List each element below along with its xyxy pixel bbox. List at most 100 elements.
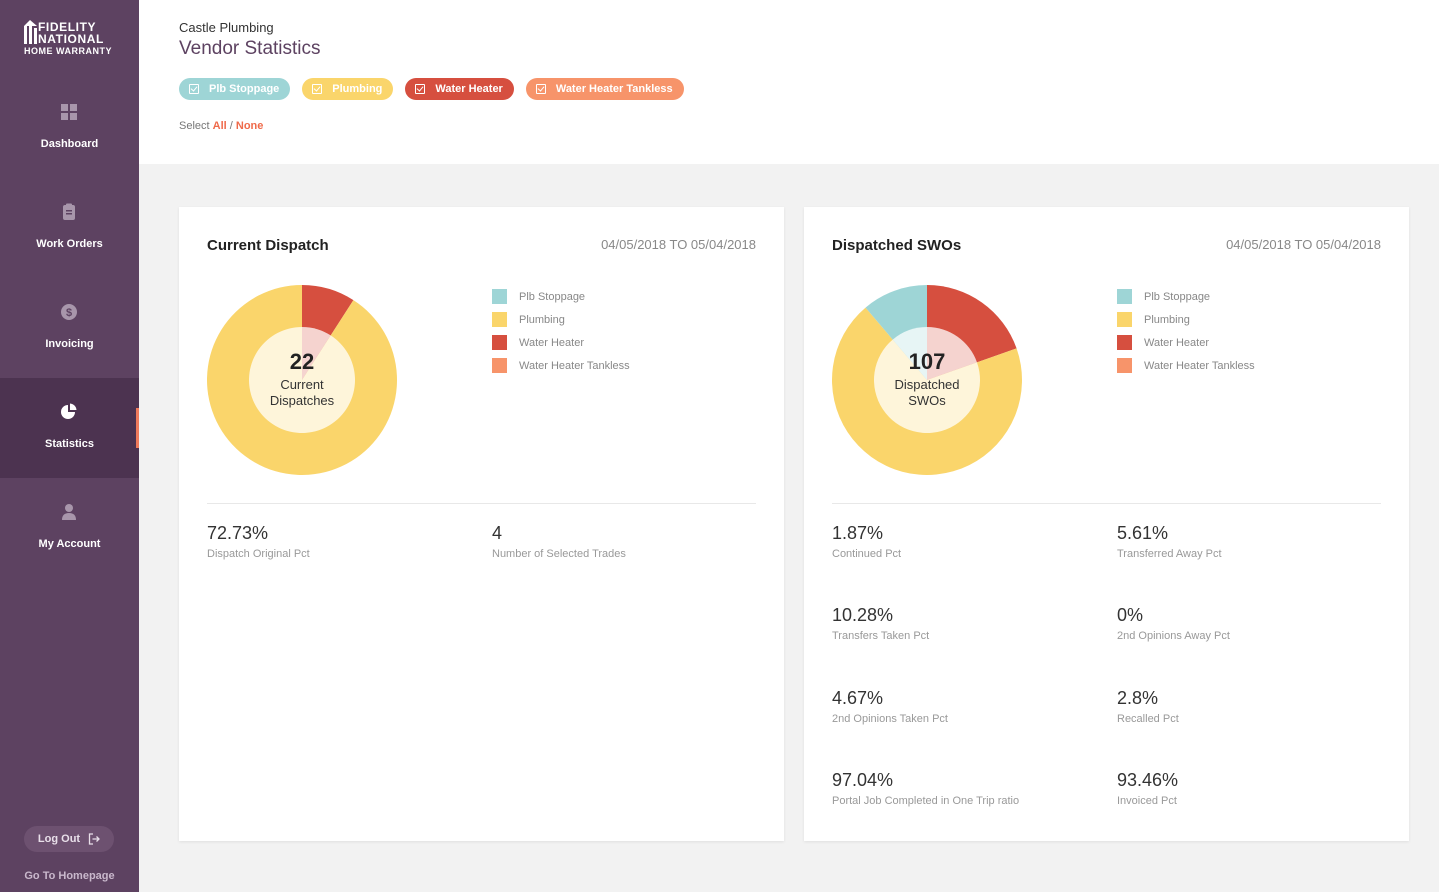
dispatched-swos-card: Dispatched SWOs 04/05/2018 TO 05/04/2018… [804, 207, 1409, 841]
sidebar-item-statistics[interactable]: Statistics [0, 378, 139, 478]
checkbox-checked-icon [535, 84, 546, 94]
stat-transferred-away-pct: 5.61% Transferred Away Pct [1117, 523, 1222, 560]
logout-icon [88, 833, 100, 845]
pie-inner-slice-water-heater [927, 327, 977, 380]
legend-label: Water Heater Tankless [519, 359, 630, 372]
sidebar-item-label: My Account [38, 538, 101, 550]
stat-continued-pct: 1.87% Continued Pct [832, 523, 901, 560]
grid-icon [61, 104, 77, 120]
donut-center-label: SWOs [908, 393, 946, 408]
stat-label: Continued Pct [832, 548, 902, 560]
legend-item: Water Heater Tankless [492, 354, 630, 377]
sidebar-item-invoicing[interactable]: $ Invoicing [0, 278, 139, 378]
sidebar-item-label: Invoicing [45, 338, 94, 350]
pie-inner-slice-water-heater [302, 327, 331, 380]
filter-chip-water-heater-tankless[interactable]: Water Heater Tankless [525, 78, 684, 100]
card-title: Dispatched SWOs [832, 237, 962, 254]
vendor-name: Castle Plumbing [179, 20, 274, 35]
stat-value: 5.61% [1117, 523, 1169, 543]
legend-item: Plumbing [1117, 308, 1255, 331]
stat-value: 93.46% [1117, 770, 1179, 790]
logout-button[interactable]: Log Out [24, 826, 114, 852]
sidebar-item-label: Work Orders [36, 238, 103, 250]
pie-inner-slice-plb-stoppage [892, 327, 927, 380]
checkbox-checked-icon [312, 84, 323, 94]
company-logo[interactable]: FIDELITY NATIONAL HOME WARRANTY [22, 20, 122, 60]
clipboard-icon [63, 203, 75, 220]
logo-text-line2: NATIONAL [38, 32, 104, 46]
divider [207, 503, 756, 504]
legend-swatch [1117, 335, 1132, 350]
legend-swatch [1117, 289, 1132, 304]
sidebar-item-dashboard[interactable]: Dashboard [0, 78, 139, 178]
stat-label: Recalled Pct [1117, 713, 1179, 725]
legend-item: Water Heater Tankless [1117, 354, 1255, 377]
date-range: 04/05/2018 TO 05/04/2018 [601, 237, 756, 252]
pie-inner-slice-plumbing [874, 339, 980, 433]
select-all-none: Select All / None [179, 120, 263, 132]
stat-value: 4 [492, 523, 503, 543]
stat-2nd-opinions-away-pct: 0% 2nd Opinions Away Pct [1117, 605, 1230, 642]
legend-item: Water Heater [492, 331, 630, 354]
stat-value: 1.87% [832, 523, 884, 543]
stat-label: Portal Job Completed in One Trip ratio [832, 795, 1020, 807]
dispatched-swos-donut-chart [832, 285, 1022, 475]
donut-center-value: 22 [289, 349, 315, 374]
filter-chip-label: Plb Stoppage [209, 83, 280, 95]
page-title: Vendor Statistics [179, 38, 321, 59]
legend-swatch [1117, 358, 1132, 373]
stat-label: Transfers Taken Pct [832, 630, 930, 642]
logout-label: Log Out [37, 833, 81, 845]
chart-legend: Plb Stoppage Plumbing Water Heater Water… [1117, 285, 1255, 377]
legend-label: Plumbing [519, 313, 565, 326]
trade-filter-chips: Plb Stoppage Plumbing Water Heater Water… [179, 78, 684, 100]
stat-dispatch-original-pct: 72.73% Dispatch Original Pct [207, 523, 310, 560]
current-dispatch-donut-chart [207, 285, 397, 475]
stat-value: 4.67% [832, 688, 884, 708]
legend-label: Water Heater Tankless [1144, 359, 1255, 372]
checkbox-checked-icon [189, 84, 199, 94]
logo-building-icon [24, 20, 37, 44]
stat-label: Transferred Away Pct [1117, 548, 1222, 560]
stat-value: 2.8% [1117, 688, 1159, 708]
sidebar: FIDELITY NATIONAL HOME WARRANTY Dashboar… [0, 0, 139, 892]
filter-chip-water-heater[interactable]: Water Heater [405, 78, 514, 100]
stat-label: 2nd Opinions Taken Pct [832, 713, 948, 725]
stat-label: Number of Selected Trades [492, 548, 626, 560]
legend-label: Plb Stoppage [1144, 290, 1211, 303]
filter-chip-label: Water Heater Tankless [555, 83, 673, 95]
go-to-homepage-link[interactable]: Go To Homepage [24, 870, 115, 882]
sidebar-item-label: Dashboard [40, 138, 99, 150]
donut-center-label: Current [280, 377, 324, 392]
legend-label: Plumbing [1144, 313, 1190, 326]
checkbox-checked-icon [415, 84, 426, 94]
filter-chip-label: Water Heater [435, 83, 503, 95]
sidebar-item-work-orders[interactable]: Work Orders [0, 178, 139, 278]
select-prefix: Select [179, 120, 210, 132]
legend-swatch [1117, 312, 1132, 327]
pie-chart-icon [61, 403, 77, 419]
legend-swatch [492, 312, 507, 327]
user-icon [62, 504, 76, 520]
dollar-icon: $ [61, 304, 77, 320]
stat-2nd-opinions-taken-pct: 4.67% 2nd Opinions Taken Pct [832, 688, 948, 725]
svg-text:$: $ [66, 307, 72, 319]
legend-swatch [492, 289, 507, 304]
donut-center-value: 107 [908, 349, 946, 374]
filter-chip-label: Plumbing [332, 83, 383, 95]
pie-inner-slice-plumbing [249, 327, 355, 433]
stat-invoiced-pct: 93.46% Invoiced Pct [1117, 770, 1178, 807]
stat-one-trip-ratio: 97.04% Portal Job Completed in One Trip … [832, 770, 1019, 807]
donut-center-label: Dispatches [269, 393, 335, 408]
sidebar-item-label: Statistics [45, 438, 94, 450]
filter-chip-plb-stoppage[interactable]: Plb Stoppage [179, 78, 291, 100]
stat-transfers-taken-pct: 10.28% Transfers Taken Pct [832, 605, 929, 642]
select-none-link[interactable]: None [235, 120, 264, 132]
legend-label: Plb Stoppage [519, 290, 586, 303]
select-all-link[interactable]: All [212, 120, 227, 132]
stat-value: 97.04% [832, 770, 894, 790]
filter-chip-plumbing[interactable]: Plumbing [302, 78, 394, 100]
stat-recalled-pct: 2.8% Recalled Pct [1117, 688, 1179, 725]
sidebar-item-my-account[interactable]: My Account [0, 478, 139, 578]
card-title: Current Dispatch [207, 237, 329, 254]
